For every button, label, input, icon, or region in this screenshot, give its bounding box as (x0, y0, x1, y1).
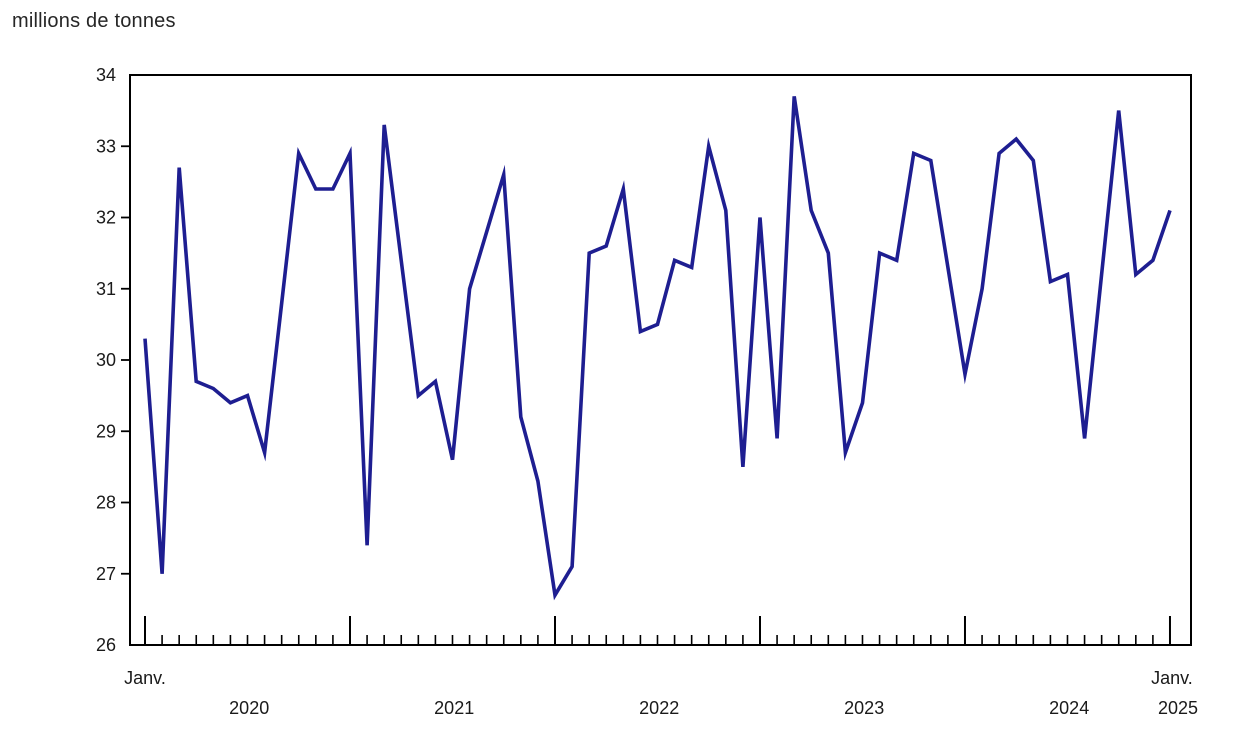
y-axis-tick-label: 27 (96, 564, 116, 584)
x-axis-year-label: 2022 (639, 698, 679, 718)
x-axis-year-label: 2023 (844, 698, 884, 718)
x-axis-year-label: 2020 (229, 698, 269, 718)
y-axis-tick-label: 28 (96, 493, 116, 513)
chart-title: millions de tonnes (12, 10, 176, 32)
x-axis-start-month-label: Janv. (124, 668, 166, 688)
data-line-series (143, 96, 1172, 601)
x-axis-end-month-label: Janv. (1151, 668, 1193, 688)
y-axis-tick-label: 30 (96, 350, 116, 370)
x-axis-year-label: 2024 (1049, 698, 1089, 718)
x-axis-end-year-label: 2025 (1158, 698, 1198, 718)
y-axis-tick-label: 26 (96, 635, 116, 655)
x-axis-year-label: 2021 (434, 698, 474, 718)
y-axis-tick-label: 33 (96, 136, 116, 156)
y-axis-tick-label: 29 (96, 421, 116, 441)
y-axis-tick-label: 32 (96, 208, 116, 228)
y-axis-tick-label: 31 (96, 279, 116, 299)
y-axis-tick-label: 34 (96, 65, 116, 85)
